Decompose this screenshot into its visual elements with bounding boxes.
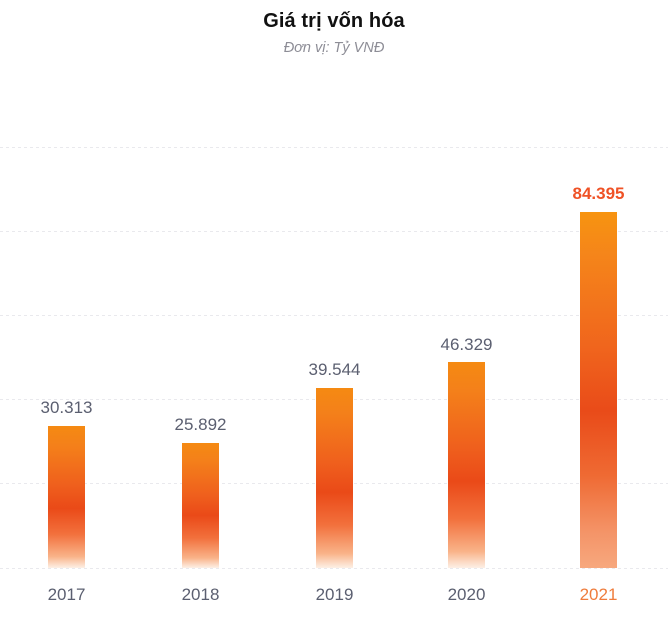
gridline-100000 [0,147,668,148]
gridline-baseline [0,568,668,569]
bar-2017[interactable] [48,426,85,568]
bar-2018[interactable] [182,443,219,568]
value-label-2021: 84.395 [572,184,625,203]
value-label-2018: 25.892 [174,415,227,434]
x-axis-label-2019: 2019 [315,585,354,604]
x-axis-label-2017: 2017 [47,585,86,604]
bar-2020[interactable] [448,362,485,568]
value-label-2017: 30.313 [40,398,93,417]
bar-2021[interactable] [580,212,617,568]
value-label-2019: 39.544 [308,360,361,379]
value-label-2020: 46.329 [440,335,493,354]
x-axis-label-2021: 2021 [579,585,618,604]
gridline-60000 [0,315,668,316]
x-axis-label-2020: 2020 [447,585,486,604]
x-axis-label-2018: 2018 [181,585,220,604]
gridline-80000 [0,231,668,232]
bar-2019[interactable] [316,388,353,568]
